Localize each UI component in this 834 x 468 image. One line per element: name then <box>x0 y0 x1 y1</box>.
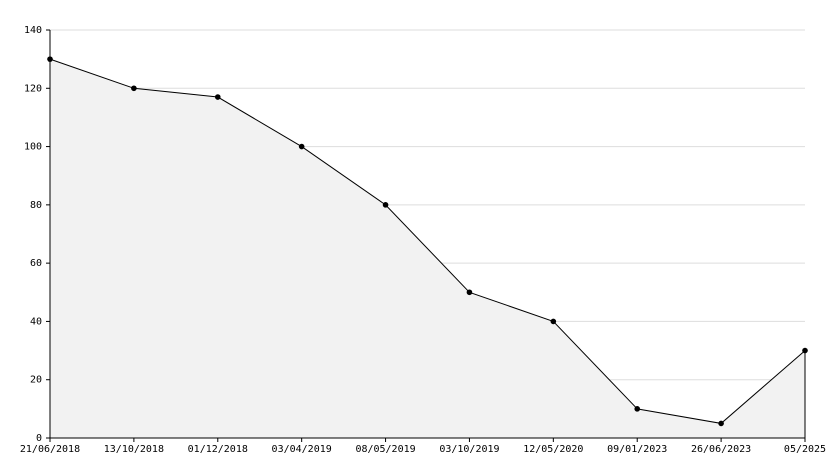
point <box>550 318 557 325</box>
x-tick-label: 08/05/2019 <box>355 444 415 455</box>
x-tick-label: 03/04/2019 <box>272 444 332 455</box>
x-tick-label: 09/01/2023 <box>607 444 667 455</box>
x-tick-label: 13/10/2018 <box>104 444 164 455</box>
point <box>214 94 221 100</box>
x-tick-label: 12/05/2020 <box>523 444 583 455</box>
y-tick-label: 0 <box>36 433 42 444</box>
point <box>298 143 305 150</box>
line <box>49 58 806 424</box>
y-tick-label: 120 <box>24 83 42 94</box>
y-tick-label: 140 <box>24 25 42 36</box>
y-tick-label: 80 <box>30 200 42 211</box>
point <box>382 202 389 208</box>
x-tick-label: 01/12/2018 <box>188 444 248 455</box>
y-tick-label: 20 <box>30 375 42 386</box>
x-tick-label: 21/06/2018 <box>20 444 80 455</box>
point <box>131 85 137 92</box>
point <box>634 406 641 412</box>
x-tick-label: 26/06/2023 <box>691 444 751 455</box>
y-tick-label: 100 <box>24 142 42 153</box>
x-tick-label: 05/2025 <box>784 444 826 455</box>
y-tick-label: 40 <box>30 316 42 327</box>
point <box>466 289 473 296</box>
x-tick-label: 03/10/2019 <box>439 444 499 455</box>
point <box>718 420 724 427</box>
y-tick-label: 60 <box>30 258 42 269</box>
